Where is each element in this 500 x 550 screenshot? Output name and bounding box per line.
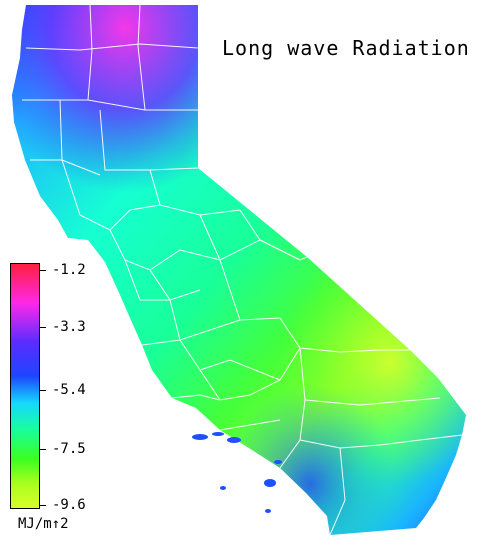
county-boundaries (22, 5, 463, 535)
legend-unit-label: MJ/m↑2 (18, 516, 69, 532)
legend-tick (40, 327, 46, 328)
legend-tick-label: -5.4 (52, 382, 86, 398)
legend-tick (40, 505, 46, 506)
legend-tick (40, 390, 46, 391)
legend-tick (40, 270, 46, 271)
map-title: Long wave Radiation (222, 36, 470, 60)
legend-tick-label: -9.6 (52, 497, 86, 513)
legend-tick (40, 449, 46, 450)
legend-tick-label: -7.5 (52, 441, 86, 457)
legend-tick-label: -3.3 (52, 319, 86, 335)
channel-islands (192, 432, 282, 513)
colorbar (10, 263, 40, 509)
legend-tick-label: -1.2 (52, 262, 86, 278)
